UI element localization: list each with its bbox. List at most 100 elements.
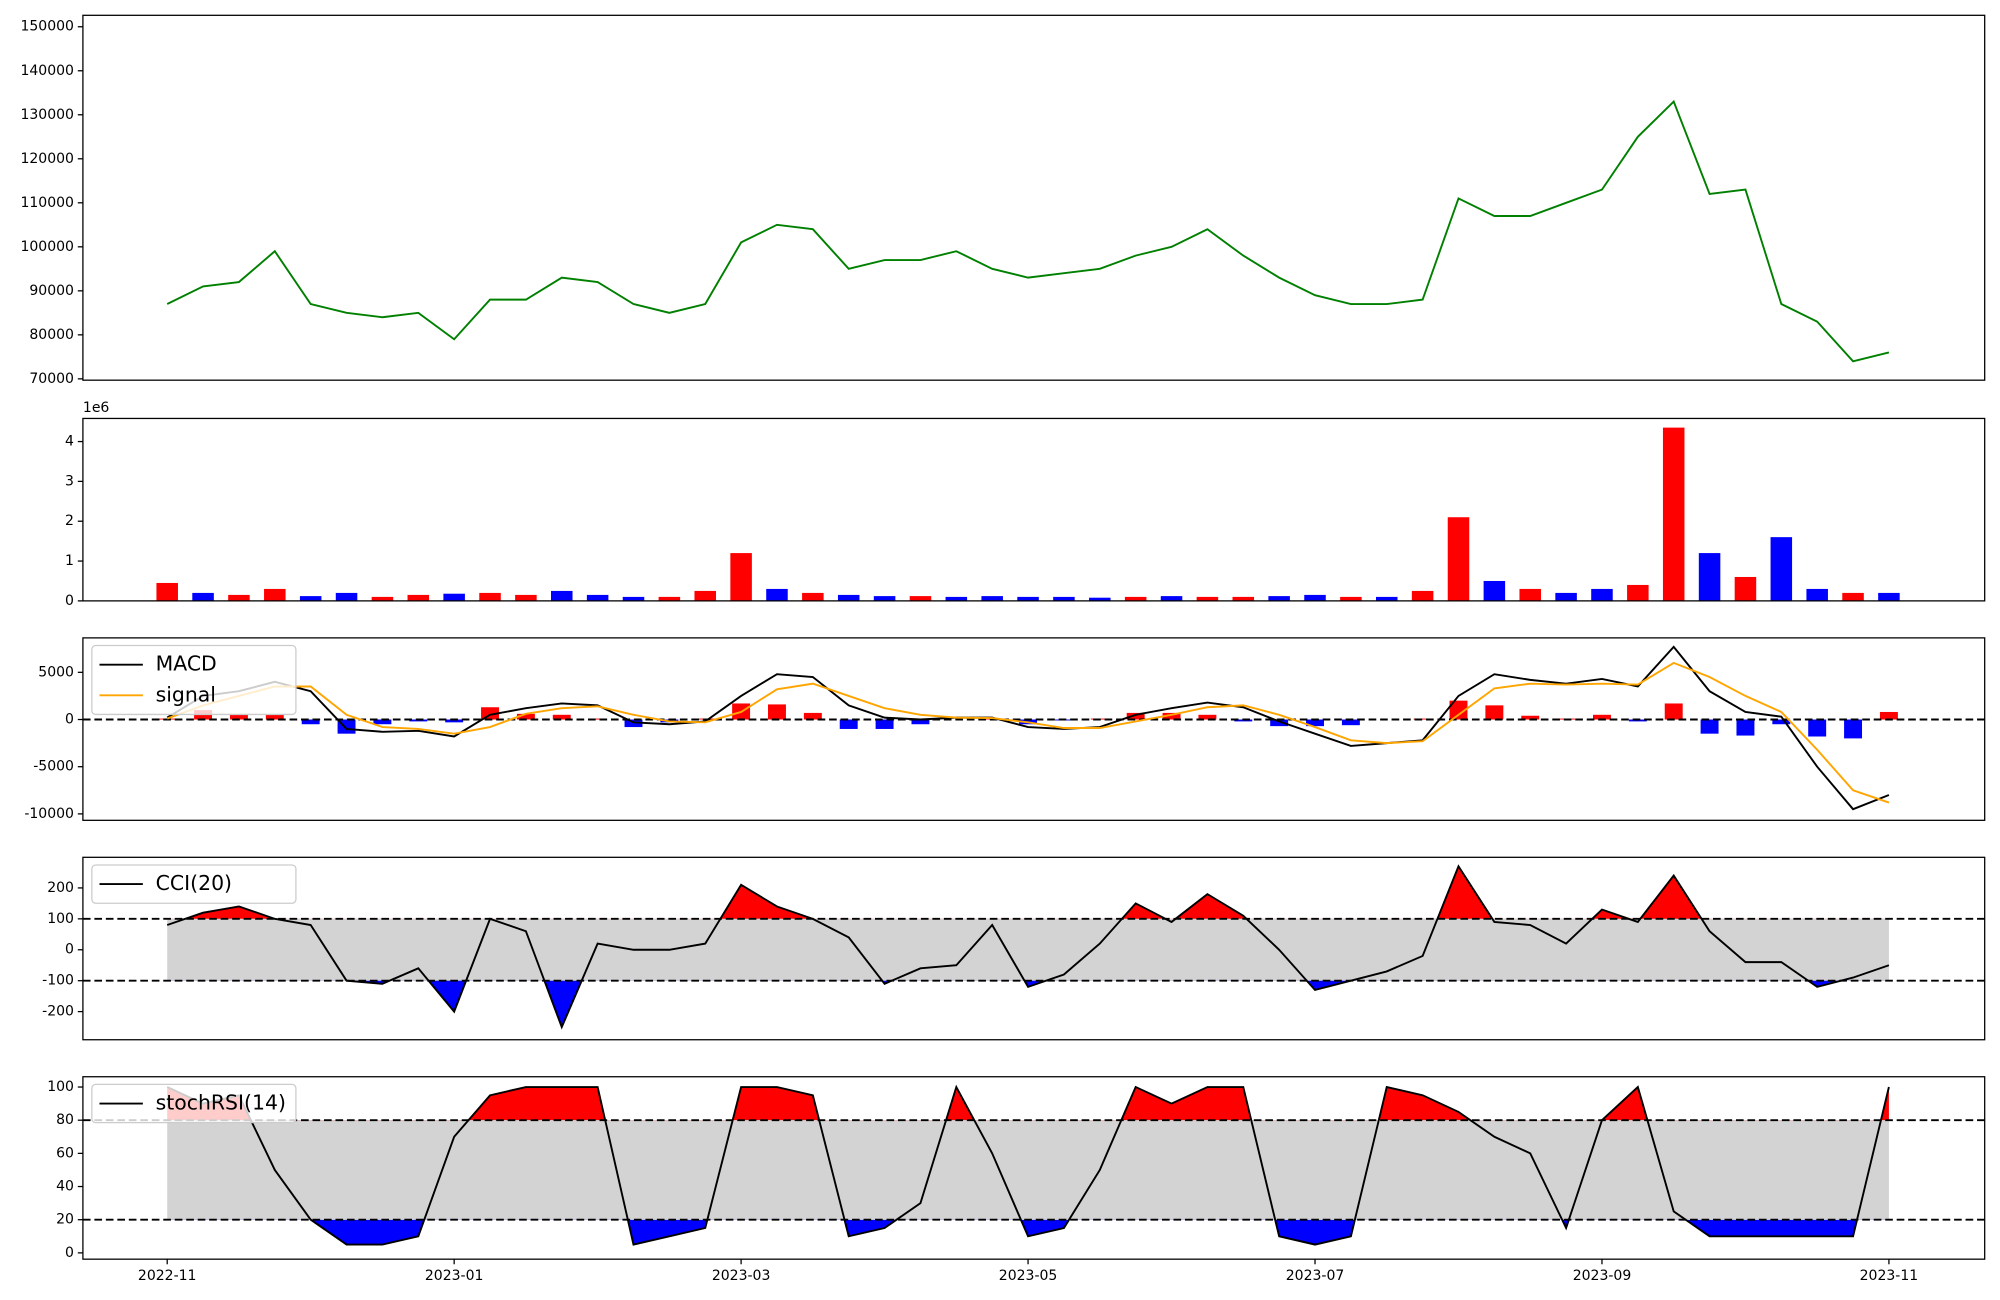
- histogram-bar: [301, 719, 320, 725]
- histogram-bar: [1198, 714, 1217, 720]
- histogram-bar: [373, 719, 392, 725]
- panel: -10000 -5000 0 5000 MACD signal: [24, 637, 1986, 822]
- bar: [156, 582, 178, 601]
- bar: [1053, 596, 1075, 601]
- histogram-bar: [1449, 700, 1468, 720]
- histogram-bar: [516, 713, 535, 720]
- y-tick-label: 140000: [20, 63, 74, 79]
- x-tick-label: 2023-11: [1860, 1268, 1919, 1284]
- bar: [1555, 592, 1577, 601]
- histogram-bar: [1772, 719, 1791, 725]
- histogram-bar: [1521, 715, 1540, 720]
- y-tick-label: 90000: [29, 283, 74, 299]
- y-tick-label: 70000: [29, 371, 74, 387]
- y-tick-label: 80000: [29, 327, 74, 343]
- legend-label: stochRSI(14): [156, 1091, 286, 1115]
- line: [166, 864, 1890, 1030]
- bar: [694, 590, 716, 601]
- y-tick-label: 80: [56, 1112, 74, 1128]
- histogram-bar: [803, 712, 822, 720]
- y-tick-label: -200: [42, 1004, 74, 1020]
- histogram-bar: [229, 714, 248, 720]
- histogram-bar: [1270, 719, 1289, 727]
- bar: [1806, 588, 1828, 601]
- bar: [873, 596, 896, 601]
- bar: [479, 592, 501, 601]
- legend: CCI(20): [91, 864, 297, 904]
- bar: [1340, 596, 1362, 601]
- histogram-bar: [768, 704, 786, 720]
- y-tick-label: 1: [65, 553, 74, 569]
- panel: 70000 80000 90000 100000 110000 120000 130000 1…: [20, 14, 1986, 387]
- y-tick-label: -5000: [33, 759, 74, 775]
- x-tick-label: 2023-09: [1573, 1268, 1632, 1284]
- y-tick-label: 0: [65, 1245, 74, 1261]
- over-fill: [167, 866, 1889, 919]
- bar: [515, 594, 537, 601]
- bar: [622, 596, 645, 601]
- line: [166, 99, 1890, 363]
- x-tick-label: 2023-05: [999, 1268, 1058, 1284]
- axes-frame: [82, 1076, 1986, 1260]
- y-tick-label: 130000: [20, 107, 74, 123]
- bar: [1842, 592, 1864, 601]
- bar: [658, 596, 681, 601]
- bar: [1627, 584, 1649, 601]
- x-tick-label: 2023-07: [1286, 1268, 1345, 1284]
- y-tick-label: 150000: [20, 19, 74, 35]
- legend: stochRSI(14): [91, 1083, 297, 1124]
- x-tick-label: 2023-01: [425, 1268, 484, 1284]
- bar: [1591, 588, 1613, 601]
- panel: 0 20 40 60 80 100 stochRSI(14) 2022-11 2023-01 20…: [47, 1076, 1986, 1284]
- y-tick-label: -10000: [24, 806, 74, 822]
- axes-frame: [82, 637, 1986, 821]
- histogram-bar: [445, 719, 464, 723]
- bar: [407, 594, 430, 601]
- bar: [1160, 596, 1183, 601]
- bar: [1662, 427, 1685, 601]
- axes-frame: [82, 856, 1986, 1041]
- histogram-bar: [265, 714, 284, 720]
- bar: [1734, 576, 1757, 601]
- legend-box: [91, 1083, 297, 1124]
- bar: [1698, 553, 1721, 601]
- y-tick-label: 100: [47, 911, 74, 927]
- histogram-bar: [1341, 719, 1360, 726]
- line: [166, 1084, 1890, 1246]
- bar: [981, 596, 1003, 601]
- bar: [909, 596, 932, 601]
- bar: [730, 553, 752, 601]
- histogram-bar: [1700, 719, 1719, 734]
- legend-box: [91, 644, 297, 716]
- histogram-bar: [911, 719, 930, 725]
- panel: -200 -100 0 100 200 CCI(20): [42, 856, 1986, 1041]
- bar: [1447, 517, 1470, 601]
- bar: [443, 593, 465, 601]
- histogram-bar: [1162, 712, 1181, 720]
- histogram-bar: [1126, 712, 1145, 720]
- bar: [1017, 596, 1039, 601]
- histogram-bar: [875, 719, 894, 729]
- histogram-bar: [588, 718, 607, 720]
- bar: [1878, 592, 1900, 601]
- line: [166, 645, 1890, 811]
- histogram-bar: [1306, 719, 1324, 727]
- histogram-bar: [552, 714, 571, 720]
- bar: [1124, 596, 1147, 601]
- bar: [335, 592, 358, 601]
- level-band: [167, 918, 1889, 981]
- y-tick-label: 200: [47, 880, 74, 896]
- under-fill: [167, 1219, 1889, 1245]
- bar: [264, 588, 286, 601]
- bar: [586, 594, 609, 601]
- bar: [551, 590, 573, 601]
- x-tick-label: 2022-11: [138, 1268, 197, 1284]
- y-tick-label: 3: [65, 473, 74, 489]
- y-tick-label: 0: [65, 593, 74, 609]
- bar: [1196, 596, 1219, 601]
- y-tick-label: 100000: [20, 239, 74, 255]
- bar: [802, 592, 824, 601]
- legend-label: CCI(20): [156, 871, 232, 895]
- histogram-bar: [1413, 718, 1432, 720]
- axes-frame: [82, 14, 1986, 381]
